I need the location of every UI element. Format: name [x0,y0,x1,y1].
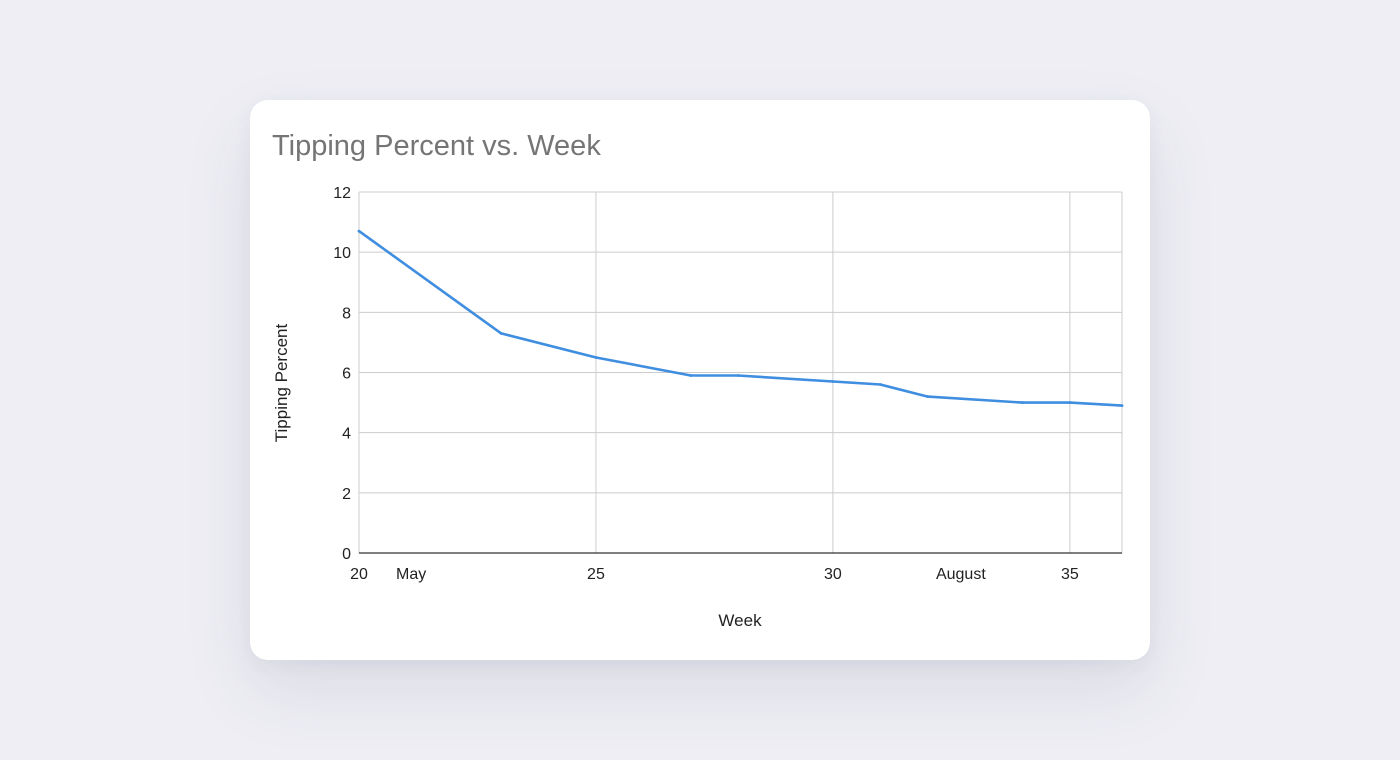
data-point [689,374,693,377]
data-point [499,331,503,335]
y-tick-label: 10 [333,245,351,262]
x-axis-title: Week [718,611,762,630]
y-tick-label: 2 [342,486,351,503]
data-point [357,229,361,233]
y-tick-label: 4 [342,426,351,443]
x-tick-label: 30 [824,566,842,583]
data-point [926,395,930,398]
x-tick-label: 25 [587,566,605,583]
data-point [736,374,740,377]
data-point [1120,404,1124,407]
data-point [1068,401,1072,404]
y-tick-label: 0 [342,546,351,563]
x-tick-label: 20 [350,566,368,583]
data-point [1021,401,1024,404]
gridlines [358,191,1123,553]
y-axis-title: Tipping Percent [272,324,291,443]
x-tick-labels: 20 May 25 30 August 35 [350,566,1079,583]
y-tick-label: 8 [342,305,351,322]
x-tick-label: August [936,566,986,583]
y-tick-label: 6 [342,366,351,383]
x-tick-label: May [396,566,426,583]
chart-card: Tipping Percent vs. Week 0 2 4 6 8 10 12 20 May… [250,100,1150,660]
y-tick-label: 12 [333,185,351,202]
x-tick-label: 35 [1061,566,1079,583]
data-point [878,383,882,386]
series-line [357,229,1124,407]
data-point [594,356,598,359]
series-layer [357,229,1124,407]
y-tick-labels: 0 2 4 6 8 10 12 [333,185,351,563]
chart-title: Tipping Percent vs. Week [272,130,601,162]
data-point [831,380,835,383]
line-chart: 0 2 4 6 8 10 12 20 May 25 30 August 35 Week Tipping… [272,185,1124,630]
